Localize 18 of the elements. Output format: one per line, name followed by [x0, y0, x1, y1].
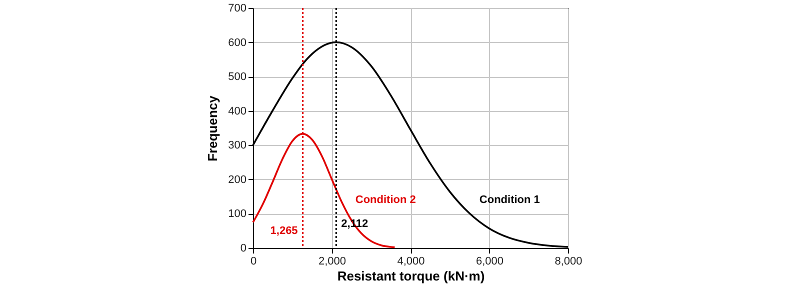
y-tick-label: 500 [228, 71, 246, 84]
x-tick-label: 8,000 [554, 256, 582, 268]
x-axis-title: Resistant torque (kN·m) [337, 268, 485, 284]
y-tick-label: 100 [228, 208, 246, 220]
y-tick-label: 200 [228, 174, 246, 186]
y-axis-title: Frequency [205, 94, 220, 162]
y-tick-label: 300 [228, 140, 246, 152]
x-tick-label: 6,000 [476, 256, 504, 268]
y-tick-label: 700 [228, 2, 246, 14]
x-tick-label: 4,000 [397, 256, 425, 268]
y-tick-label: 0 [240, 242, 246, 254]
y-tick-label: 600 [228, 36, 246, 49]
x-tick-label: 0 [250, 256, 257, 268]
series-label: Condition 1 [479, 194, 540, 206]
ref-line-label: 1,265 [270, 225, 298, 238]
series-label: Condition 2 [355, 194, 416, 206]
y-tick-label: 400 [228, 105, 246, 118]
x-tick-label: 2,000 [318, 256, 346, 268]
